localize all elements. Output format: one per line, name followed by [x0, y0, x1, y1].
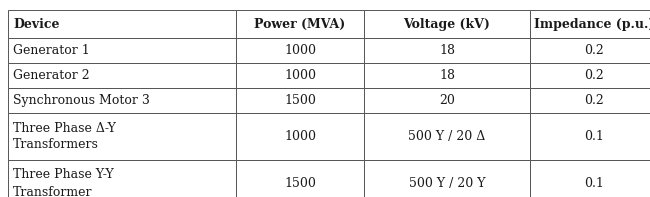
Text: 1500: 1500: [284, 177, 316, 190]
Text: 18: 18: [439, 69, 455, 82]
Bar: [364, 160, 530, 197]
Bar: [8, 63, 236, 88]
Text: 0.1: 0.1: [584, 177, 604, 190]
Bar: [236, 160, 364, 197]
Bar: [530, 10, 650, 38]
Bar: [236, 63, 364, 88]
Text: 0.2: 0.2: [584, 94, 604, 107]
Text: 500 Y / 20 Δ: 500 Y / 20 Δ: [408, 130, 486, 143]
Bar: [364, 38, 530, 63]
Bar: [236, 88, 364, 113]
Bar: [530, 63, 650, 88]
Bar: [364, 63, 530, 88]
Bar: [8, 10, 236, 38]
Text: 1500: 1500: [284, 94, 316, 107]
Text: 0.2: 0.2: [584, 69, 604, 82]
Bar: [8, 88, 236, 113]
Text: Device: Device: [13, 18, 60, 31]
Bar: [8, 38, 236, 63]
Text: Three Phase Δ-Y
Transformers: Three Phase Δ-Y Transformers: [13, 122, 116, 151]
Bar: [364, 88, 530, 113]
Text: Generator 2: Generator 2: [13, 69, 90, 82]
Bar: [530, 113, 650, 160]
Bar: [530, 160, 650, 197]
Text: 18: 18: [439, 44, 455, 57]
Text: 1000: 1000: [284, 44, 316, 57]
Text: 0.2: 0.2: [584, 44, 604, 57]
Text: Synchronous Motor 3: Synchronous Motor 3: [13, 94, 150, 107]
Bar: [530, 88, 650, 113]
Bar: [8, 160, 236, 197]
Text: 500 Y / 20 Y: 500 Y / 20 Y: [409, 177, 486, 190]
Text: Generator 1: Generator 1: [13, 44, 90, 57]
Bar: [364, 113, 530, 160]
Text: Three Phase Y-Y
Transformer: Three Phase Y-Y Transformer: [13, 168, 114, 197]
Bar: [364, 10, 530, 38]
Bar: [8, 113, 236, 160]
Text: 1000: 1000: [284, 130, 316, 143]
Bar: [236, 38, 364, 63]
Text: Voltage (kV): Voltage (kV): [404, 18, 491, 31]
Text: 1000: 1000: [284, 69, 316, 82]
Text: 20: 20: [439, 94, 455, 107]
Bar: [236, 10, 364, 38]
Text: Impedance (p.u.): Impedance (p.u.): [534, 18, 650, 31]
Bar: [236, 113, 364, 160]
Text: Power (MVA): Power (MVA): [254, 18, 346, 31]
Text: 0.1: 0.1: [584, 130, 604, 143]
Bar: [530, 38, 650, 63]
